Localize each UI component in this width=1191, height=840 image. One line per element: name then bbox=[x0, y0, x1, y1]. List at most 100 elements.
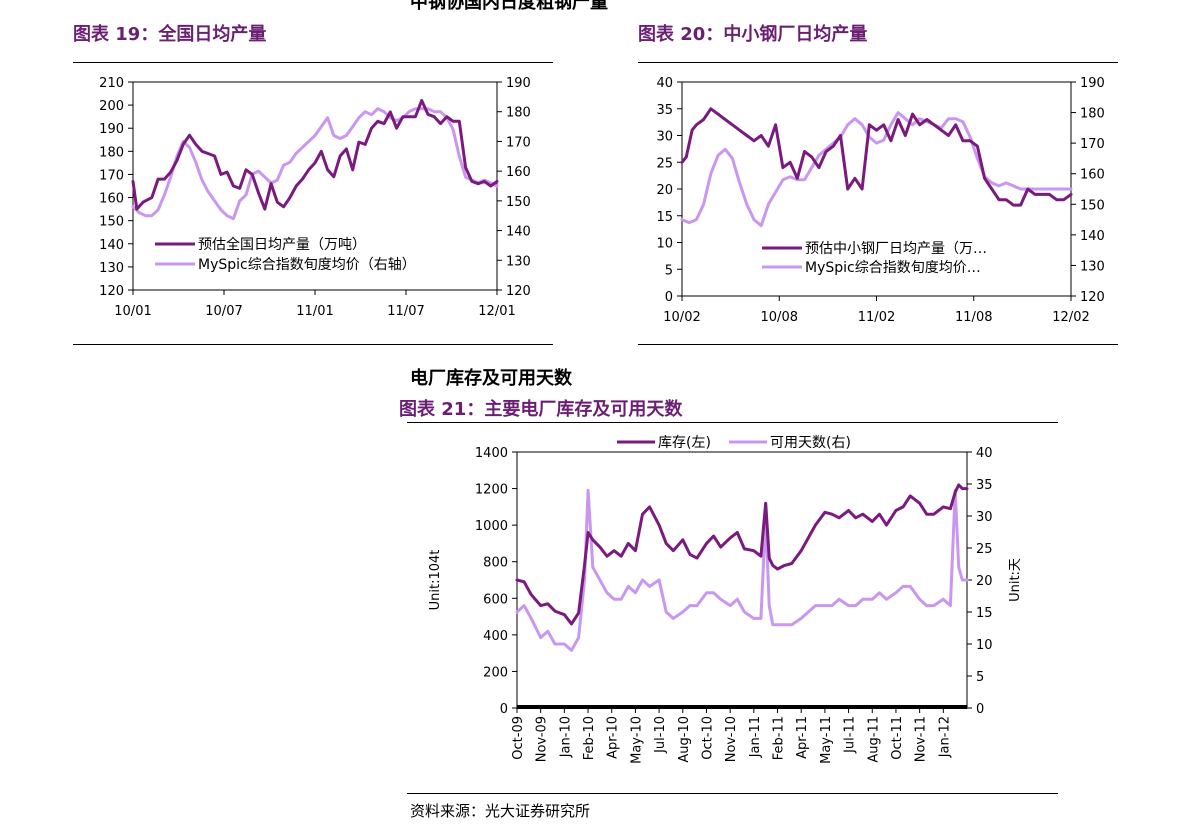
y-right-tick-label: 140 bbox=[506, 225, 531, 240]
y-right-tick-label: 120 bbox=[506, 284, 531, 299]
section-heading: 电厂库存及可用天数 bbox=[410, 368, 572, 389]
y-left-tick-label: 1400 bbox=[475, 446, 508, 461]
fig19-title: 图表 19：全国日均产量 bbox=[73, 24, 267, 45]
series-line-light bbox=[515, 488, 969, 652]
y-left-tick-label: 1200 bbox=[475, 483, 508, 498]
x-tick-label: Jan-12 bbox=[937, 716, 952, 758]
y-left-tick-label: 200 bbox=[483, 665, 508, 680]
y-right-axis-label: Unit:天 bbox=[1008, 558, 1023, 602]
y-right-tick-label: 160 bbox=[1080, 168, 1105, 183]
x-tick-label: 11/08 bbox=[955, 310, 992, 325]
x-tick-label: 10/02 bbox=[663, 310, 700, 325]
fig19-bottom-rule bbox=[73, 344, 553, 345]
y-left-tick-label: 160 bbox=[99, 192, 124, 207]
series-line-dark bbox=[131, 99, 499, 211]
x-tick-label: 12/02 bbox=[1052, 310, 1089, 325]
legend-label: MySpic综合指数旬度均价（右轴） bbox=[198, 257, 416, 273]
y-right-tick-label: 35 bbox=[976, 478, 993, 493]
y-right-tick-label: 5 bbox=[976, 670, 984, 685]
fig19-chart: 120 130 140 150 160 170 180 190 200 210 120 130 140 1… bbox=[99, 76, 531, 319]
y-left-tick-label: 130 bbox=[99, 261, 124, 276]
y-right-tick-label: 180 bbox=[506, 106, 531, 121]
y-left-tick-label: 0 bbox=[500, 702, 508, 717]
x-tick-label: Jul-11 bbox=[843, 716, 858, 754]
x-tick-label: Nov-11 bbox=[914, 716, 929, 762]
x-tick-label: 12/01 bbox=[478, 304, 515, 319]
y-right-tick-label: 15 bbox=[976, 606, 993, 621]
series-line-dark bbox=[515, 483, 969, 626]
y-right-tick-label: 170 bbox=[506, 135, 531, 150]
y-right-tick-label: 30 bbox=[976, 510, 993, 525]
x-tick-label: Jan-11 bbox=[748, 716, 763, 758]
y-left-axis-label: Unit:104t bbox=[428, 550, 443, 611]
fig21-chart: 0 200 400 600 800 1000 1200 1400 0 5 10 15 20 25 30 35 4… bbox=[428, 433, 1023, 764]
x-tick-label: 11/07 bbox=[387, 304, 424, 319]
y-left-tick-label: 140 bbox=[99, 238, 124, 253]
y-right-tick-label: 190 bbox=[1080, 76, 1105, 91]
y-right-tick-label: 130 bbox=[506, 254, 531, 269]
y-left-tick-label: 40 bbox=[656, 76, 673, 91]
y-left-tick-label: 0 bbox=[665, 290, 673, 305]
top-heading: 中钢协国内日度粗钢产量 bbox=[410, 0, 608, 13]
y-left-tick-label: 600 bbox=[483, 592, 508, 607]
y-right-tick-label: 150 bbox=[1080, 198, 1105, 213]
x-tick-label: 11/02 bbox=[858, 310, 895, 325]
fig20-chart: 0 5 10 15 20 25 30 35 40 120 130 140 150 160 170 180 190… bbox=[656, 76, 1105, 325]
y-left-tick-label: 5 bbox=[665, 263, 673, 278]
y-left-tick-label: 25 bbox=[656, 156, 673, 171]
y-right-tick-label: 140 bbox=[1080, 229, 1105, 244]
legend-label: MySpic综合指数旬度均价… bbox=[805, 260, 981, 276]
x-tick-label: Jan-10 bbox=[558, 716, 573, 758]
series-line-dark bbox=[680, 107, 1073, 207]
x-tick-label: Feb-10 bbox=[582, 716, 597, 760]
x-tick-label: 10/01 bbox=[114, 304, 151, 319]
y-left-tick-label: 210 bbox=[99, 76, 124, 91]
y-left-tick-label: 150 bbox=[99, 215, 124, 230]
y-right-tick-label: 130 bbox=[1080, 259, 1105, 274]
y-right-tick-label: 40 bbox=[976, 446, 993, 461]
y-right-tick-label: 25 bbox=[976, 542, 993, 557]
y-left-tick-label: 180 bbox=[99, 145, 124, 160]
legend-label: 预估中小钢厂日均产量（万… bbox=[805, 241, 987, 257]
x-tick-label: Apr-10 bbox=[606, 716, 621, 759]
y-left-tick-label: 200 bbox=[99, 99, 124, 114]
y-right-tick-label: 180 bbox=[1080, 107, 1105, 122]
x-tick-label: 10/08 bbox=[761, 310, 798, 325]
y-right-tick-label: 170 bbox=[1080, 137, 1105, 152]
x-tick-label: May-10 bbox=[629, 716, 644, 764]
source-note: 资料来源：光大证券研究所 bbox=[410, 802, 591, 820]
fig20-title: 图表 20：中小钢厂日均产量 bbox=[638, 24, 868, 45]
x-tick-label: Nov-09 bbox=[535, 716, 550, 762]
y-left-tick-label: 1000 bbox=[475, 519, 508, 534]
y-left-tick-label: 190 bbox=[99, 122, 124, 137]
y-right-tick-label: 160 bbox=[506, 165, 531, 180]
series-line-light bbox=[680, 111, 1073, 228]
x-tick-label: Aug-10 bbox=[677, 716, 692, 763]
x-tick-label: Oct-10 bbox=[700, 716, 715, 760]
x-tick-label: Nov-10 bbox=[724, 716, 739, 762]
legend-bg bbox=[725, 433, 865, 451]
y-left-tick-label: 10 bbox=[656, 237, 673, 252]
legend-label: 预估全国日均产量（万吨） bbox=[198, 236, 366, 253]
legend-label: 可用天数(右) bbox=[770, 435, 851, 451]
x-tick-label: Feb-11 bbox=[772, 716, 787, 760]
y-right-tick-label: 10 bbox=[976, 638, 993, 653]
y-right-tick-label: 150 bbox=[506, 195, 531, 210]
y-left-tick-label: 30 bbox=[656, 130, 673, 145]
y-left-tick-label: 170 bbox=[99, 168, 124, 183]
fig20-bottom-rule bbox=[638, 344, 1118, 345]
fig21-title: 图表 21：主要电厂库存及可用天数 bbox=[399, 399, 683, 420]
y-left-tick-label: 120 bbox=[99, 284, 124, 299]
x-tick-label: Oct-09 bbox=[511, 716, 526, 760]
y-left-tick-label: 400 bbox=[483, 629, 508, 644]
series-line-light bbox=[131, 107, 499, 221]
y-right-tick-label: 20 bbox=[976, 574, 993, 589]
y-left-tick-label: 35 bbox=[656, 103, 673, 118]
x-tick-label: Aug-11 bbox=[866, 716, 881, 763]
y-right-tick-label: 190 bbox=[506, 76, 531, 91]
y-left-tick-label: 15 bbox=[656, 210, 673, 225]
fig21-top-rule bbox=[407, 422, 1058, 423]
y-right-tick-label: 0 bbox=[976, 702, 984, 717]
fig19-top-rule bbox=[73, 62, 553, 63]
y-left-tick-label: 800 bbox=[483, 556, 508, 571]
